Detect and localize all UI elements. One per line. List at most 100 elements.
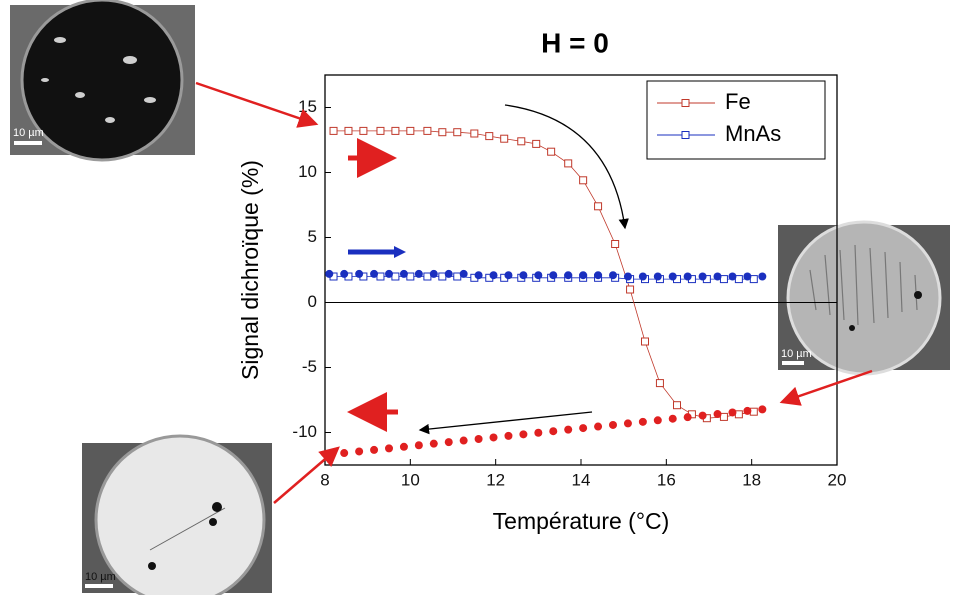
point (517, 137, 526, 146)
y-axis-label: Signal dichroïque (%) (237, 160, 263, 380)
series (329, 126, 758, 423)
point (653, 272, 662, 281)
point (519, 430, 528, 439)
point (485, 132, 494, 141)
point (370, 269, 379, 278)
point (564, 425, 573, 434)
point (609, 420, 617, 429)
inset-bottom-left: 10 µm (82, 434, 272, 595)
legend-label: Fe (725, 89, 751, 114)
legend-marker (681, 99, 690, 107)
point (429, 269, 438, 278)
point (668, 414, 677, 423)
point (743, 272, 752, 281)
x-axis-label: Température (°C) (493, 508, 670, 534)
point (728, 408, 737, 417)
point (406, 126, 415, 135)
point (683, 272, 692, 281)
y-tick-label: 0 (308, 292, 317, 311)
point (638, 272, 647, 281)
inset-top-left: 10 µm (10, 0, 195, 162)
point (579, 424, 588, 433)
point (719, 412, 728, 421)
point (489, 271, 498, 280)
series (329, 272, 758, 284)
legend: Fe MnAs (646, 80, 826, 160)
x-tick-label: 20 (828, 470, 847, 489)
point (399, 442, 408, 451)
y-tick-label: -10 (292, 422, 317, 441)
point (758, 405, 767, 414)
point (728, 272, 737, 281)
x-tick-label: 18 (742, 470, 761, 489)
y-tick-label: 5 (308, 227, 317, 246)
point (579, 176, 588, 185)
series (325, 269, 767, 281)
point (504, 431, 513, 440)
point (340, 449, 349, 458)
point (594, 202, 603, 211)
point (534, 428, 543, 437)
point (474, 271, 483, 280)
point (579, 271, 588, 280)
point (444, 438, 453, 447)
point (391, 126, 400, 135)
point (713, 272, 722, 281)
series (325, 405, 767, 459)
point (414, 441, 423, 450)
inset-right: 10 µm (778, 220, 950, 376)
point (500, 134, 509, 143)
scale-label: 10 µm (781, 348, 812, 360)
point (504, 271, 513, 280)
scale-label: 10 µm (13, 127, 44, 139)
point (758, 272, 767, 281)
point (376, 126, 385, 135)
point (474, 435, 483, 443)
point (623, 419, 632, 428)
point (609, 271, 617, 280)
point (399, 269, 408, 278)
x-tick-label: 12 (486, 470, 505, 489)
point (668, 272, 677, 281)
point (564, 271, 573, 280)
legend-label: MnAs (725, 121, 781, 146)
annotations (195, 81, 873, 504)
point (549, 427, 558, 436)
point (444, 269, 453, 278)
point (641, 337, 649, 346)
point (344, 126, 353, 135)
point (438, 128, 447, 137)
point (749, 407, 758, 416)
point (489, 433, 498, 442)
y-tick-label: 15 (298, 97, 317, 116)
point (638, 417, 647, 426)
point (370, 445, 379, 454)
point (532, 139, 541, 148)
point (564, 159, 573, 168)
x-tick-label: 14 (572, 470, 591, 489)
chart-title: H = 0 (541, 27, 609, 58)
series-line (333, 130, 754, 419)
point (655, 379, 664, 388)
point (385, 269, 393, 278)
point (329, 126, 338, 135)
point (459, 436, 468, 445)
legend-marker (681, 131, 690, 139)
point (359, 126, 368, 135)
y-tick-label: 10 (298, 162, 317, 181)
point (459, 269, 468, 278)
point (653, 416, 662, 425)
point (453, 128, 462, 137)
point (713, 410, 722, 419)
point (673, 401, 681, 410)
point (470, 129, 479, 138)
point (743, 406, 752, 415)
point (423, 126, 432, 135)
legend-box (646, 80, 826, 160)
scale-label: 10 µm (85, 571, 116, 583)
x-tick-label: 10 (401, 470, 420, 489)
point (519, 271, 528, 280)
point (325, 269, 334, 278)
point (385, 444, 393, 453)
y-tick-label: -5 (302, 357, 317, 376)
